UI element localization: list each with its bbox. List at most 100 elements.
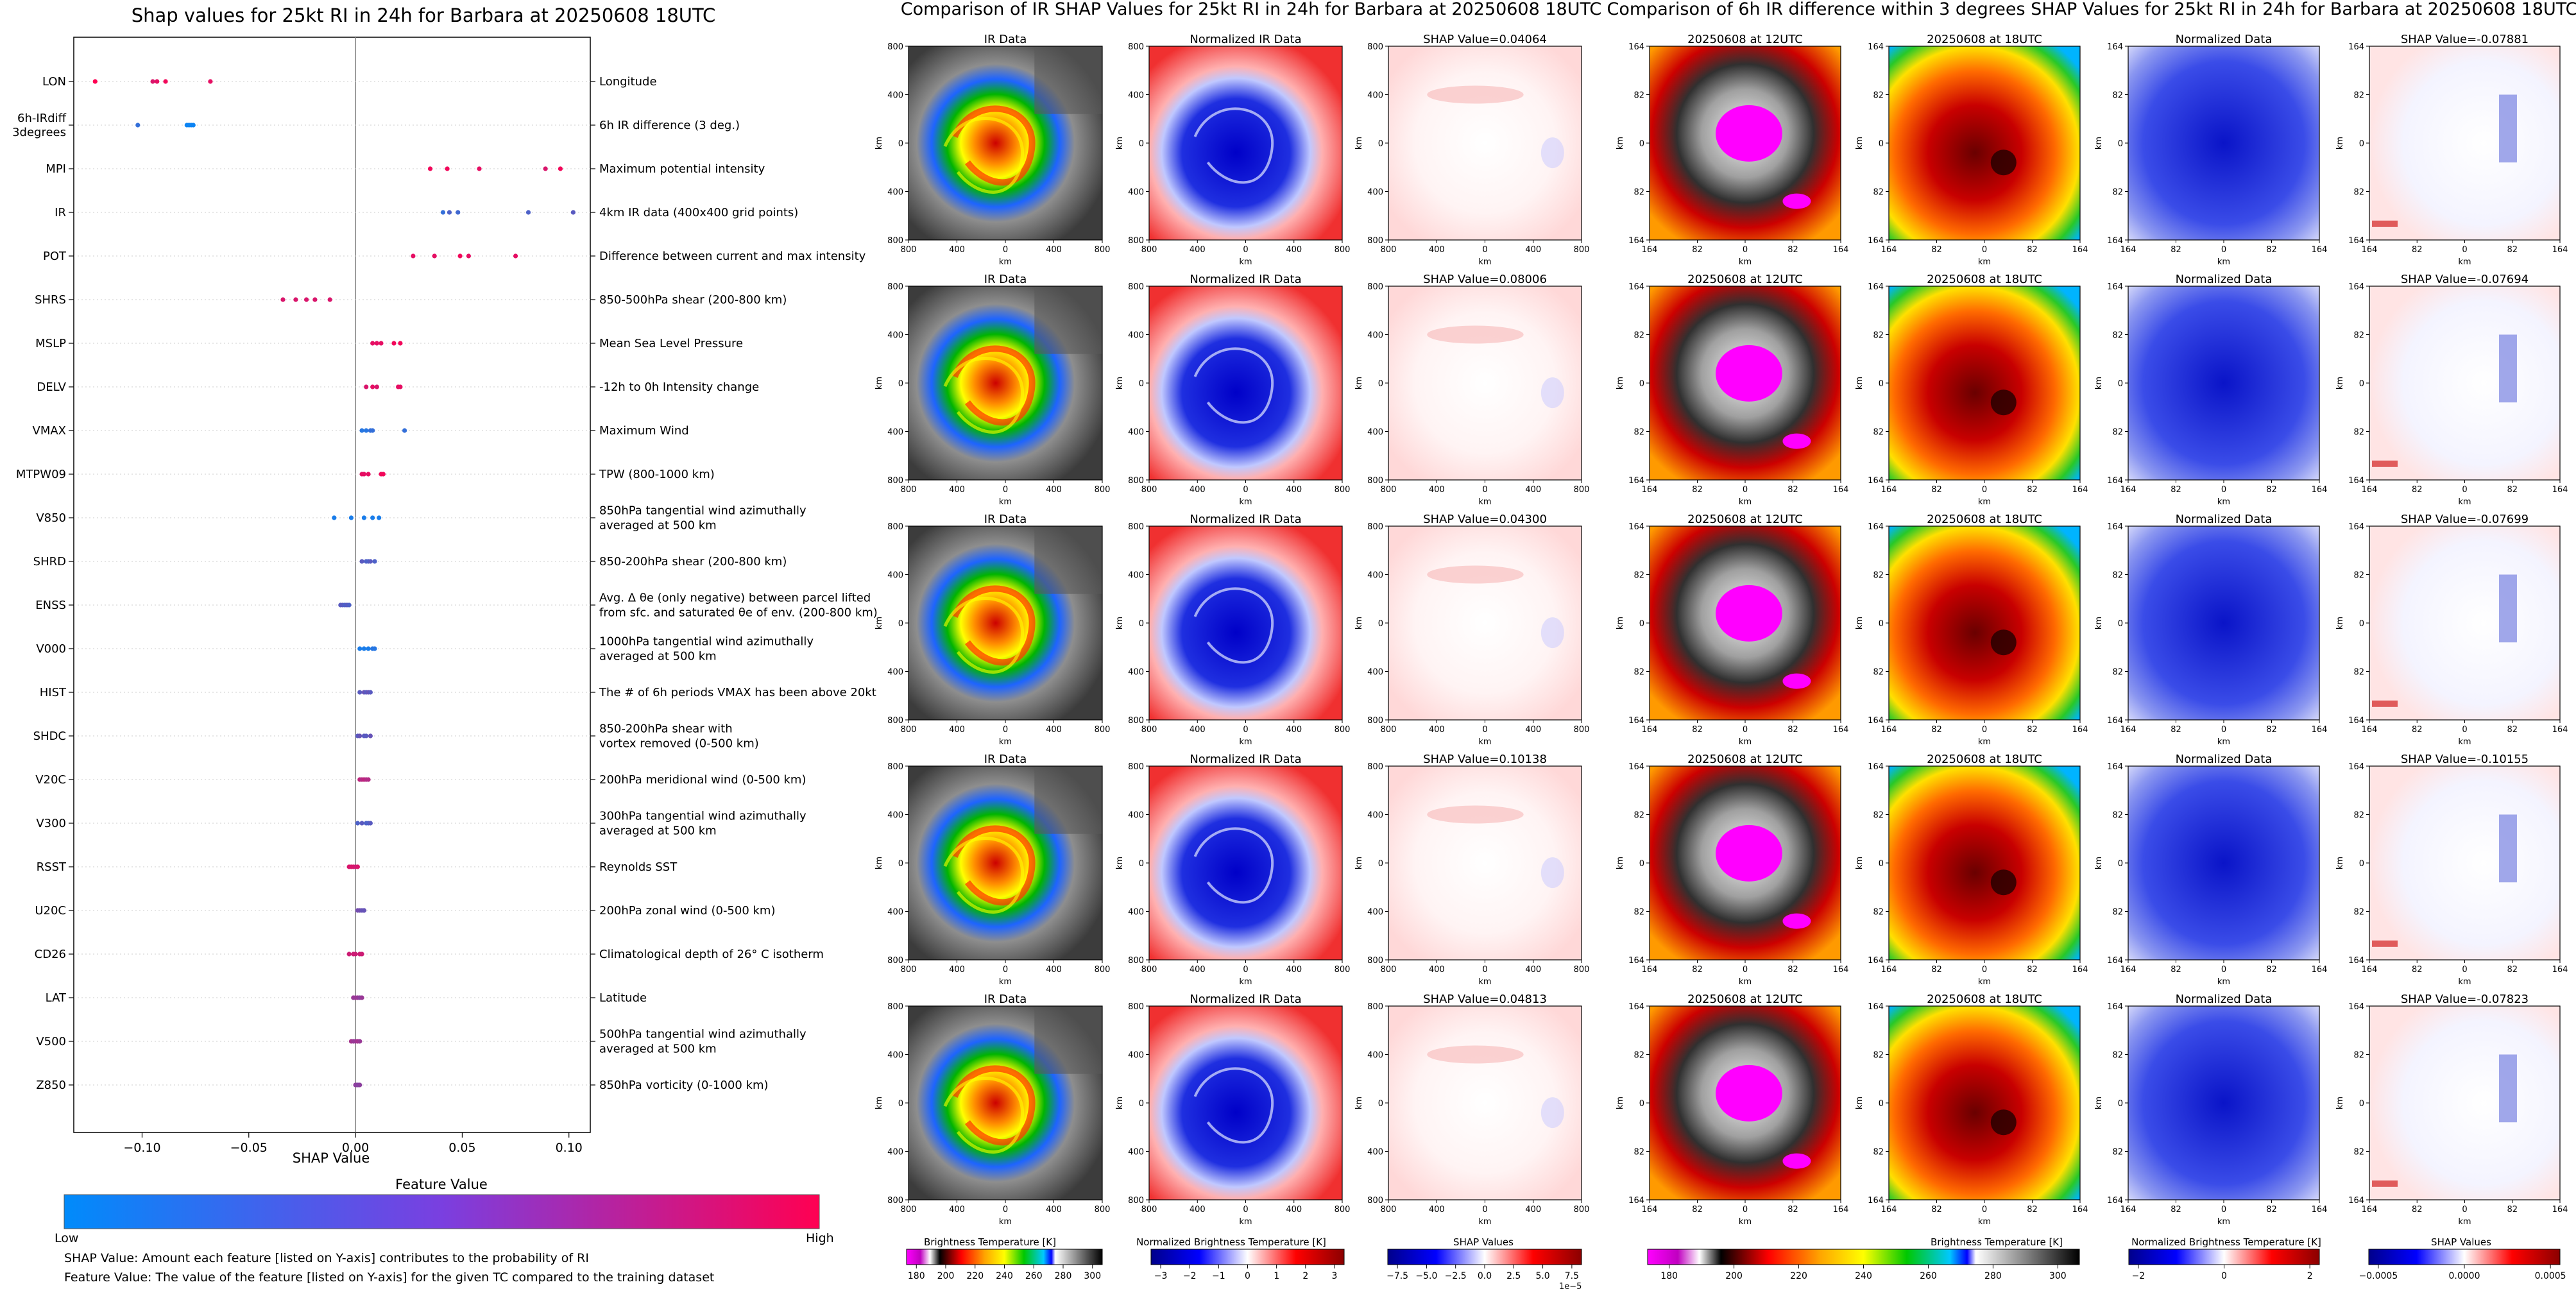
panel-y-tick-label: 800 [1128,282,1144,292]
shap-point [135,123,141,128]
feature-description-label: 500hPa tangential wind azimuthally [599,1028,806,1041]
panel-y-tick-label: 82 [1633,331,1644,341]
panel-x-tick-label: 400 [1429,245,1445,255]
cold-cloud-top-small [1782,193,1811,209]
panel-y-tick-label: 0 [1879,1099,1884,1109]
panel-x-label: km [1978,257,1991,267]
panel-x-tick-label: 164 [2120,485,2137,495]
panel-y-tick-label: 0 [1639,1099,1644,1109]
normalized-diff-image [2128,46,2319,240]
colorbar-tick-label: 280 [1984,1271,2002,1281]
shap-heatmap [2369,286,2560,480]
panel-x-tick-label: 800 [901,245,917,255]
panel-x-tick-label: 82 [1692,965,1703,975]
panel-frame [1388,1005,1582,1200]
panel-y-label: km [1354,137,1364,149]
panel-x-label: km [1739,1217,1752,1227]
panel-x-tick-label: 800 [1335,245,1351,255]
feature-description-label: from sfc. and saturated θe of env. (200-… [599,606,878,620]
colorbar-tick-label: 300 [2049,1271,2067,1281]
normalized-diff-image [2128,286,2319,480]
panel-y-label: km [2335,1097,2345,1109]
panel-frame [908,46,1103,241]
colorbar-tick-label: 1 [1274,1271,1279,1281]
panel-x-tick-label: 0 [1482,485,1487,495]
panel-x-tick-label: 800 [1381,965,1397,975]
shap-point [332,515,337,520]
panel-y-tick-label: 400 [1367,1148,1383,1157]
panel-y-tick-label: 400 [887,1051,903,1061]
panel-y-tick-label: 800 [887,282,903,292]
feature-code-label: MSLP [35,337,66,350]
shap-point [361,472,366,477]
panel-x-tick-label: 0 [1482,1205,1487,1215]
panel-y-tick-label: 800 [1128,762,1144,772]
panel-y-tick-label: 82 [2112,1051,2123,1061]
panel-x-tick-label: 82 [1931,965,1942,975]
feature-description-label: averaged at 500 km [599,1043,717,1056]
feature-code-label: SHDC [33,730,66,743]
panel-y-label: km [874,1097,884,1109]
panel-y-tick-label: 82 [1633,571,1644,581]
plot-frame [73,37,591,1133]
cloud-field [1034,1006,1102,1074]
panel-y-tick-label: 800 [887,236,903,246]
cloud-field [1034,766,1102,834]
panel-title: 20250608 at 18UTC [1927,513,2042,526]
colorbar-tick-label: 200 [937,1271,955,1281]
panel-nd: Normalized Data1641648282008282164164kmk… [2094,993,2327,1227]
panel-y-label: km [1354,857,1364,869]
feature-code-label: MTPW09 [16,468,66,481]
shap-hotspot [1427,325,1524,344]
panel-title: 20250608 at 18UTC [1927,753,2042,766]
normalized-diff-image [2128,766,2319,960]
panel-y-tick-label: 164 [1628,42,1644,52]
feature-description-label: averaged at 500 km [599,650,717,663]
panel-x-tick-label: 0 [2462,965,2467,975]
panel-y-tick-label: 400 [887,91,903,101]
panel-y-tick-label: 400 [887,1148,903,1157]
shap-coldspot [1540,1097,1564,1129]
shap-point [359,559,364,564]
feature-code-label: SHRS [35,293,66,307]
panel-y-tick-label: 400 [1128,1051,1144,1061]
colorbar-tick-label: 240 [996,1271,1013,1281]
panel-y-tick-label: 82 [1873,571,1884,581]
panel-frame [1649,46,1841,241]
colorbar-tick-label: 180 [1660,1271,1678,1281]
panel-nir: Normalized IR Data8008004004000040040080… [1115,753,1350,987]
panel-title: 20250608 at 12UTC [1687,753,1803,766]
panel-x-tick-label: 82 [1692,725,1703,735]
panel-x-tick-label: 82 [2171,1205,2181,1215]
panel-y-tick-label: 0 [2359,379,2364,389]
colorbar-tick-label: −0.0005 [2359,1271,2398,1281]
shap-point [293,297,298,302]
panel-frame [1388,765,1582,960]
panel-x-label: km [999,737,1012,747]
panel-y-tick-label: 800 [1367,476,1383,486]
panel-y-label: km [2094,617,2104,629]
shap-point [92,79,98,84]
shap-hotspot [2372,1180,2398,1187]
panel-d12: 20250608 at 12UTC1641648282008282164164k… [1616,33,1848,267]
panel-frame [2128,46,2320,241]
shap-point [303,297,309,302]
panel-y-tick-label: 164 [2107,282,2123,292]
panel-x-label: km [2217,257,2230,267]
normalized-ir-image [1149,526,1342,720]
shap-coldspot [2498,94,2517,163]
panel-x-tick-label: 82 [2171,965,2181,975]
beeswarm-plot: −0.10 −0.05 0.00 0.05 0.10 LON Longitude 6h-IRd… [12,37,878,1155]
panel-x-tick-label: 82 [2412,965,2423,975]
panel-x-tick-label: 164 [2552,485,2568,495]
storm-core [1990,869,2017,896]
panel-y-tick-label: 0 [1879,859,1884,869]
panel-x-label: km [1239,977,1252,987]
panel-x-tick-label: 82 [1931,245,1942,255]
panel-y-label: km [1115,137,1125,149]
panel-title: 20250608 at 12UTC [1687,993,1803,1006]
panel-y-tick-label: 400 [887,428,903,438]
panel-title: 20250608 at 12UTC [1687,273,1803,286]
panel-x-tick-label: 800 [1095,245,1111,255]
